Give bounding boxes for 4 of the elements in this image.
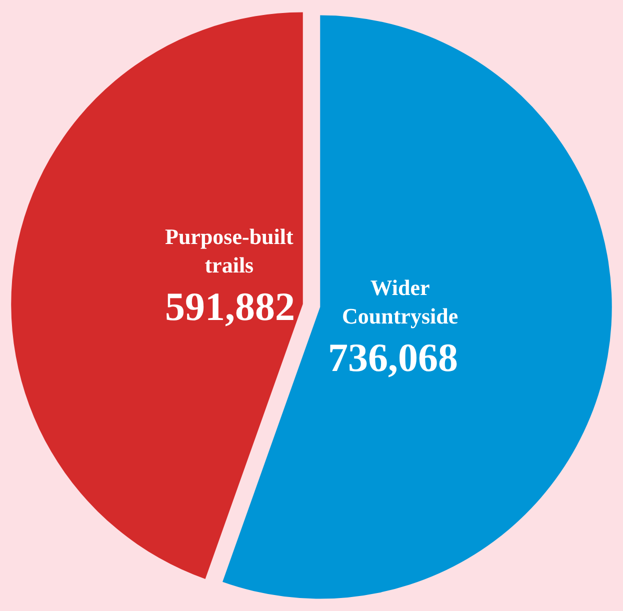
data-label: 736,068 bbox=[328, 335, 458, 380]
slice-label: Purpose-built trails bbox=[165, 224, 294, 278]
slice-label: Wider Countryside bbox=[342, 275, 458, 329]
data-label: 591,882 bbox=[165, 284, 295, 329]
